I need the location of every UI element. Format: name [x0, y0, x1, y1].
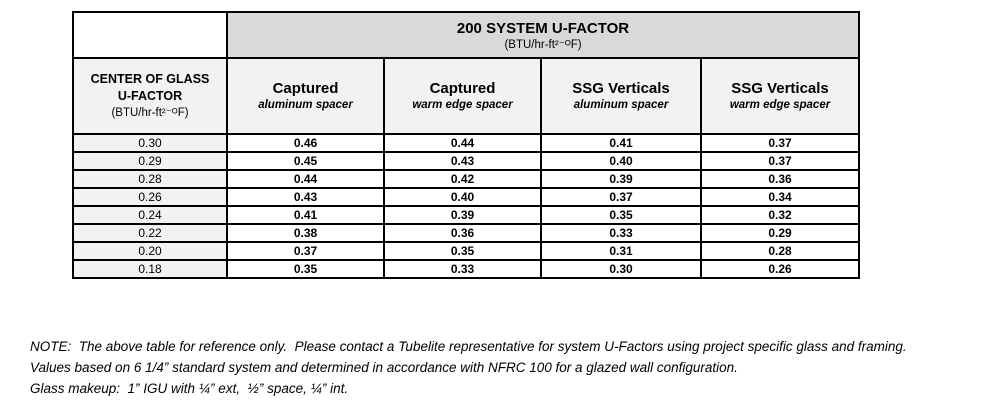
column-header-captured-aluminum: Captured aluminum spacer: [226, 57, 385, 135]
u-factor-value: 0.30: [540, 259, 702, 279]
table-row: 0.26 0.43 0.40 0.37 0.34: [72, 187, 861, 207]
system-u-factor-unit: (BTU/hr-ft²⁻ᴼF): [504, 38, 582, 51]
u-factor-value: 0.34: [699, 187, 861, 207]
u-factor-value: 0.29: [699, 223, 861, 243]
u-factor-value: 0.37: [699, 133, 861, 153]
column-name: Captured: [429, 80, 496, 97]
footnote-line-2: Values based on 6 1/4” standard system a…: [30, 360, 738, 375]
table-row: 0.29 0.45 0.43 0.40 0.37: [72, 151, 861, 171]
cog-value: 0.18: [72, 259, 228, 279]
u-factor-value: 0.42: [383, 169, 542, 189]
u-factor-value: 0.36: [699, 169, 861, 189]
cog-value: 0.29: [72, 151, 228, 171]
u-factor-value: 0.44: [383, 133, 542, 153]
u-factor-value: 0.43: [226, 187, 385, 207]
system-u-factor-header: 200 SYSTEM U-FACTOR (BTU/hr-ft²⁻ᴼF): [225, 11, 861, 59]
column-subtitle: aluminum spacer: [258, 99, 353, 111]
u-factor-value: 0.35: [226, 259, 385, 279]
cog-value: 0.30: [72, 133, 228, 153]
column-name: Captured: [272, 80, 339, 97]
cog-value: 0.20: [72, 241, 228, 261]
u-factor-value: 0.39: [540, 169, 702, 189]
table-row: 0.30 0.46 0.44 0.41 0.37: [72, 133, 861, 153]
column-subtitle: warm edge spacer: [729, 99, 831, 111]
table-row: 0.20 0.37 0.35 0.31 0.28: [72, 241, 861, 261]
column-subtitle: aluminum spacer: [573, 99, 669, 111]
empty-corner-cell: [72, 11, 228, 59]
u-factor-value: 0.33: [383, 259, 542, 279]
system-u-factor-title: 200 SYSTEM U-FACTOR: [456, 19, 630, 37]
u-factor-value: 0.31: [540, 241, 702, 261]
u-factor-value: 0.41: [540, 133, 702, 153]
u-factor-value: 0.26: [699, 259, 861, 279]
u-factor-value: 0.38: [226, 223, 385, 243]
table-column-header-row: CENTER OF GLASS U-FACTOR (BTU/hr-ft²⁻ᴼF)…: [72, 57, 861, 135]
footnote-block: NOTE: The above table for reference only…: [30, 336, 970, 399]
footnote-line-3: Glass makeup: 1” IGU with ¼” ext, ½” spa…: [30, 381, 349, 396]
u-factor-value: 0.37: [226, 241, 385, 261]
u-factor-value: 0.45: [226, 151, 385, 171]
u-factor-value: 0.44: [226, 169, 385, 189]
column-header-ssg-warm-edge: SSG Verticals warm edge spacer: [699, 57, 861, 135]
center-of-glass-title-line1: CENTER OF GLASS: [90, 72, 210, 86]
column-name: SSG Verticals: [731, 80, 829, 97]
u-factor-value: 0.40: [383, 187, 542, 207]
u-factor-table: 200 SYSTEM U-FACTOR (BTU/hr-ft²⁻ᴼF) CENT…: [72, 11, 861, 279]
column-header-captured-warm-edge: Captured warm edge spacer: [383, 57, 542, 135]
u-factor-value: 0.46: [226, 133, 385, 153]
center-of-glass-unit: (BTU/hr-ft²⁻ᴼF): [111, 107, 189, 119]
footnote-line-1: NOTE: The above table for reference only…: [30, 339, 907, 354]
center-of-glass-header: CENTER OF GLASS U-FACTOR (BTU/hr-ft²⁻ᴼF): [72, 57, 228, 135]
u-factor-value: 0.33: [540, 223, 702, 243]
u-factor-value: 0.40: [540, 151, 702, 171]
column-name: SSG Verticals: [572, 80, 670, 97]
table-row: 0.18 0.35 0.33 0.30 0.26: [72, 259, 861, 279]
cog-value: 0.24: [72, 205, 228, 225]
cog-value: 0.22: [72, 223, 228, 243]
u-factor-value: 0.37: [699, 151, 861, 171]
table-row: 0.24 0.41 0.39 0.35 0.32: [72, 205, 861, 225]
u-factor-value: 0.35: [540, 205, 702, 225]
u-factor-value: 0.28: [699, 241, 861, 261]
u-factor-value: 0.39: [383, 205, 542, 225]
table-top-header-row: 200 SYSTEM U-FACTOR (BTU/hr-ft²⁻ᴼF): [72, 11, 861, 59]
cog-value: 0.28: [72, 169, 228, 189]
u-factor-value: 0.36: [383, 223, 542, 243]
table-row: 0.28 0.44 0.42 0.39 0.36: [72, 169, 861, 189]
u-factor-value: 0.35: [383, 241, 542, 261]
center-of-glass-title-line2: U-FACTOR: [117, 89, 183, 103]
table-row: 0.22 0.38 0.36 0.33 0.29: [72, 223, 861, 243]
u-factor-value: 0.43: [383, 151, 542, 171]
u-factor-value: 0.37: [540, 187, 702, 207]
column-header-ssg-aluminum: SSG Verticals aluminum spacer: [540, 57, 702, 135]
cog-value: 0.26: [72, 187, 228, 207]
u-factor-value: 0.32: [699, 205, 861, 225]
u-factor-value: 0.41: [226, 205, 385, 225]
column-subtitle: warm edge spacer: [412, 99, 513, 111]
